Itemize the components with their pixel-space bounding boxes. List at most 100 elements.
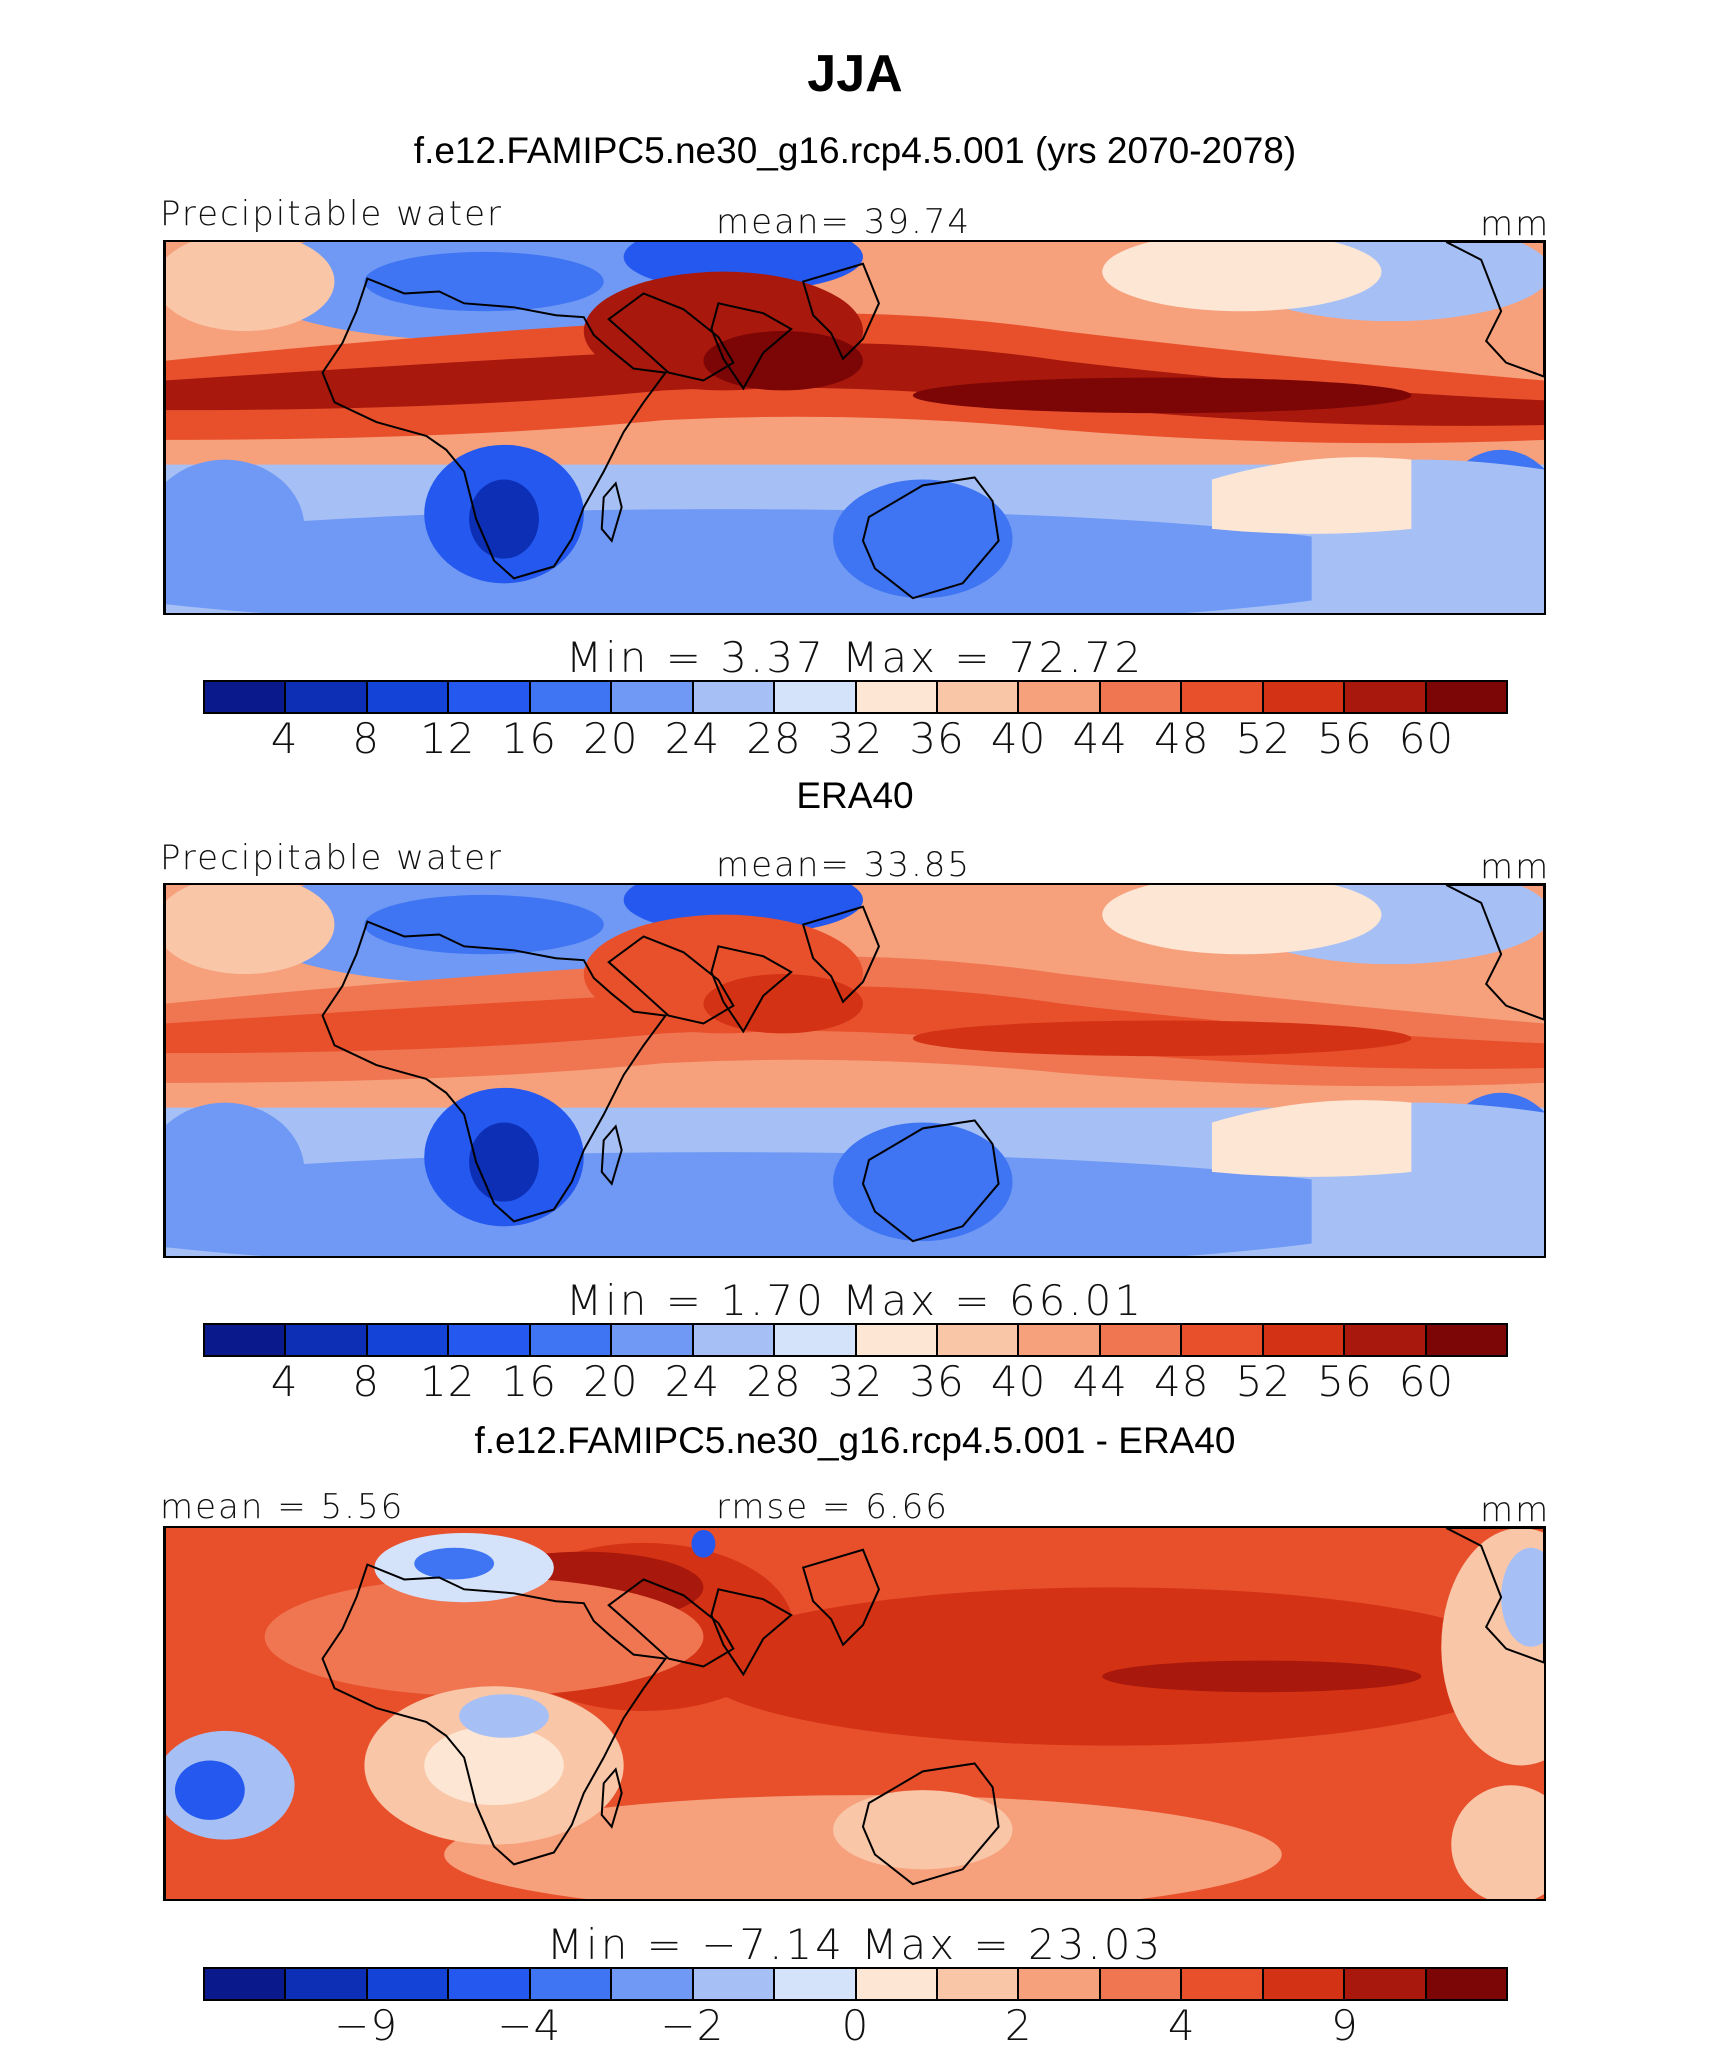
colorbar-tick-label: 40 xyxy=(990,1357,1047,1406)
colorbar-swatch xyxy=(775,1969,857,1999)
colorbar-tick-label: 24 xyxy=(664,714,721,763)
colorbar-swatch xyxy=(205,1325,287,1355)
colorbar-swatch xyxy=(530,1969,613,1999)
colorbar-swatch xyxy=(286,1325,368,1355)
colorbar-swatch xyxy=(693,1969,776,1999)
colorbar-swatch xyxy=(286,1969,368,1999)
colorbar-tick-label: 44 xyxy=(1072,714,1128,763)
colorbar-tick-label: 60 xyxy=(1398,714,1455,763)
colorbar-swatch xyxy=(1019,1325,1101,1355)
colorbar-swatch xyxy=(937,1325,1020,1355)
colorbar-tick-label: 0 xyxy=(841,2001,870,2050)
colorbar-swatch xyxy=(449,1325,531,1355)
panel-3-title: f.e12.FAMIPC5.ne30_g16.rcp4.5.001 - ERA4… xyxy=(474,1420,1236,1461)
colorbar-swatch xyxy=(449,682,531,712)
colorbar-tick-label: 56 xyxy=(1317,1357,1373,1406)
colorbar-swatch xyxy=(1345,1325,1427,1355)
colorbar-swatch xyxy=(693,1325,776,1355)
colorbar-tick-label: 20 xyxy=(583,714,639,763)
colorbar-tick-label: 8 xyxy=(352,1357,380,1406)
colorbar-swatch xyxy=(205,1969,287,1999)
panel-1-colorbar xyxy=(203,680,1508,714)
colorbar-swatch xyxy=(1426,682,1506,712)
colorbar-swatch xyxy=(856,682,938,712)
colorbar-swatch xyxy=(775,682,857,712)
colorbar-swatch xyxy=(530,1325,613,1355)
panel-2-mean-label: mean= 33.85 xyxy=(716,845,972,885)
colorbar-swatch xyxy=(1100,1969,1183,1999)
colorbar-tick-label: 32 xyxy=(827,714,884,763)
colorbar-swatch xyxy=(1263,1969,1346,1999)
panel-1-mean-label: mean= 39.74 xyxy=(716,202,972,242)
colorbar-swatch xyxy=(1019,1969,1101,1999)
colorbar-tick-label: 24 xyxy=(664,1357,721,1406)
colorbar-swatch xyxy=(530,682,613,712)
panel-2-title: ERA40 xyxy=(796,775,914,816)
colorbar-swatch xyxy=(937,682,1020,712)
colorbar-swatch xyxy=(1426,1969,1506,1999)
colorbar-tick-label: −9 xyxy=(334,2001,399,2050)
colorbar-tick-label: 2 xyxy=(1004,2001,1033,2050)
colorbar-tick-label: 36 xyxy=(909,1357,965,1406)
colorbar-tick-label: 52 xyxy=(1235,1357,1292,1406)
colorbar-swatch xyxy=(367,682,450,712)
panel-3-units-label: mm xyxy=(1480,1490,1551,1530)
colorbar-tick-label: 4 xyxy=(270,714,299,763)
colorbar-swatch xyxy=(367,1325,450,1355)
panel-2-units-label: mm xyxy=(1480,847,1551,887)
panel-2-minmax: Min = 1.70 Max = 66.01 xyxy=(565,1276,1145,1325)
colorbar-tick-label: 60 xyxy=(1398,1357,1455,1406)
colorbar-swatch xyxy=(856,1969,938,1999)
colorbar-swatch xyxy=(367,1969,450,1999)
panel-1-units-label: mm xyxy=(1480,204,1551,244)
panel-1-variable-label: Precipitable water xyxy=(160,194,504,234)
colorbar-tick-label: 48 xyxy=(1154,1357,1210,1406)
colorbar-swatch xyxy=(693,682,776,712)
colorbar-tick-label: −2 xyxy=(660,2001,725,2050)
colorbar-swatch xyxy=(612,1969,694,1999)
colorbar-swatch xyxy=(1019,682,1101,712)
colorbar-swatch xyxy=(1345,1969,1427,1999)
colorbar-tick-label: 20 xyxy=(583,1357,639,1406)
panel-3-rmse-label: rmse = 6.66 xyxy=(716,1487,949,1527)
colorbar-swatch xyxy=(1182,1325,1264,1355)
panel-2-variable-label: Precipitable water xyxy=(160,838,504,878)
colorbar-swatch xyxy=(1426,1325,1506,1355)
panel-2-colorbar xyxy=(203,1323,1508,1357)
colorbar-tick-label: 56 xyxy=(1317,714,1373,763)
colorbar-swatch xyxy=(205,682,287,712)
colorbar-tick-label: −4 xyxy=(497,2001,562,2050)
colorbar-tick-label: 8 xyxy=(352,714,380,763)
colorbar-tick-label: 52 xyxy=(1235,714,1292,763)
colorbar-swatch xyxy=(1263,682,1346,712)
colorbar-swatch xyxy=(775,1325,857,1355)
colorbar-tick-label: 16 xyxy=(501,714,557,763)
colorbar-tick-label: 44 xyxy=(1072,1357,1128,1406)
colorbar-swatch xyxy=(612,1325,694,1355)
panel-3-mean-label: mean = 5.56 xyxy=(160,1487,405,1527)
colorbar-tick-label: 28 xyxy=(746,1357,802,1406)
colorbar-swatch xyxy=(1100,682,1183,712)
colorbar-tick-label: 36 xyxy=(909,714,965,763)
panel-3-minmax: Min = −7.14 Max = 23.03 xyxy=(546,1920,1164,1969)
panel-3-map xyxy=(163,1526,1546,1901)
colorbar-tick-label: 12 xyxy=(419,1357,476,1406)
colorbar-tick-label: 9 xyxy=(1331,2001,1359,2050)
colorbar-swatch xyxy=(449,1969,531,1999)
colorbar-swatch xyxy=(856,1325,938,1355)
panel-1-minmax: Min = 3.37 Max = 72.72 xyxy=(565,633,1145,682)
colorbar-swatch xyxy=(937,1969,1020,1999)
colorbar-tick-label: 12 xyxy=(419,714,476,763)
colorbar-swatch xyxy=(1345,682,1427,712)
colorbar-swatch xyxy=(1182,682,1264,712)
figure-title: JJA xyxy=(807,45,903,103)
colorbar-swatch xyxy=(1182,1969,1264,1999)
colorbar-tick-label: 32 xyxy=(827,1357,884,1406)
colorbar-tick-label: 16 xyxy=(501,1357,557,1406)
panel-1-title: f.e12.FAMIPC5.ne30_g16.rcp4.5.001 (yrs 2… xyxy=(413,130,1297,171)
colorbar-swatch xyxy=(1263,1325,1346,1355)
panel-1-map xyxy=(163,240,1546,615)
panel-2-map xyxy=(163,883,1546,1258)
colorbar-tick-label: 4 xyxy=(270,1357,299,1406)
colorbar-tick-label: 48 xyxy=(1154,714,1210,763)
